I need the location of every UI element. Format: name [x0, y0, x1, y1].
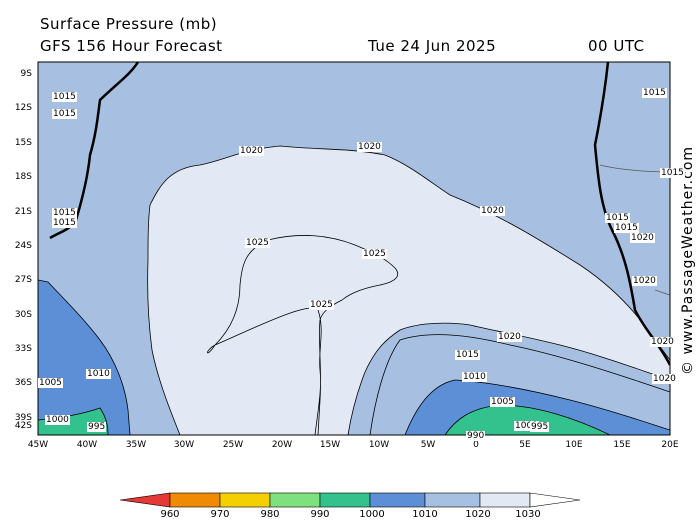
lat-label: 9S — [20, 69, 32, 79]
contour-label: 1000 — [45, 415, 70, 425]
contour-label: 1010 — [462, 372, 487, 382]
colorbar — [119, 492, 581, 508]
contour-label: 995 — [87, 422, 107, 432]
lon-label: 30W — [173, 440, 195, 450]
lat-label: 15S — [14, 138, 32, 148]
contour-label: 1020 — [497, 332, 522, 342]
contour-label: 1020 — [357, 142, 382, 152]
lat-label: 30S — [14, 310, 32, 320]
contour-label: 1020 — [239, 146, 264, 156]
lon-label: 5W — [420, 440, 436, 450]
contour-label: 1025 — [362, 249, 387, 259]
contour-label: 1005 — [490, 397, 515, 407]
lat-label: 39S — [14, 413, 32, 423]
lat-label: 36S — [14, 378, 32, 388]
contour-label: 1020 — [652, 374, 677, 384]
lon-label: 0 — [473, 440, 479, 450]
contour-label: 1025 — [245, 238, 270, 248]
lat-label: 33S — [14, 344, 32, 354]
colorbar-swatch-960 — [119, 492, 171, 508]
colorbar-label: 960 — [160, 509, 180, 520]
lon-label: 5E — [519, 440, 531, 450]
pressure-fill-1000-1010 — [38, 279, 131, 435]
forecast-time: 00 UTC — [588, 37, 645, 55]
map-subtitle: GFS 156 Hour Forecast — [40, 37, 223, 55]
map-title: Surface Pressure (mb) — [40, 15, 218, 33]
lat-label: 27S — [14, 275, 32, 285]
contour-label: 1010 — [86, 369, 111, 379]
lon-label: 20E — [661, 440, 679, 450]
contour-label: 990 — [466, 431, 486, 441]
lon-label: 45W — [27, 440, 49, 450]
colorbar-swatch-970 — [169, 492, 221, 508]
contour-label: 1015 — [614, 223, 639, 233]
lat-label: 18S — [14, 172, 32, 182]
contour-label: 1015 — [455, 350, 480, 360]
lat-label: 42S — [14, 421, 32, 431]
contour-label: 1000 — [514, 421, 539, 431]
lon-label: 20W — [271, 440, 293, 450]
contour-label: 1020 — [650, 337, 675, 347]
lon-label: 15W — [319, 440, 341, 450]
colorbar-label: 1030 — [515, 509, 541, 520]
contour-label: 1015 — [642, 88, 667, 98]
copyright-text: © www.PassageWeather.com — [680, 145, 696, 375]
contour-label: 1025 — [309, 300, 334, 310]
contour-label: 1015 — [52, 109, 77, 119]
colorbar-label: 1000 — [359, 509, 385, 520]
contour-label: 995 — [530, 422, 550, 432]
contour-label: 1005 — [38, 378, 63, 388]
map-area — [38, 62, 670, 435]
contour-label: 1020 — [630, 233, 655, 243]
colorbar-swatch-990 — [269, 492, 321, 508]
contour-label: 1015 — [660, 168, 685, 178]
colorbar-label: 980 — [260, 509, 280, 520]
map-frame — [37, 61, 671, 436]
colorbar-label: 970 — [210, 509, 230, 520]
lat-label: 21S — [14, 207, 32, 217]
contour-label: 1020 — [632, 276, 657, 286]
lon-label: 35W — [125, 440, 147, 450]
forecast-date: Tue 24 Jun 2025 — [368, 37, 497, 55]
colorbar-end-arrow — [529, 492, 581, 508]
colorbar-swatch-980 — [219, 492, 271, 508]
colorbar-swatch-1020 — [424, 492, 481, 508]
lon-label: 15E — [613, 440, 631, 450]
contour-label: 1015 — [605, 213, 630, 223]
colorbar-swatch-1030 — [479, 492, 531, 508]
colorbar-label: 990 — [310, 509, 330, 520]
lon-label: 10E — [565, 440, 583, 450]
colorbar-swatch-1000 — [319, 492, 371, 508]
colorbar-label: 1010 — [412, 509, 438, 520]
contour-label: 1015 — [52, 208, 77, 218]
colorbar-swatch-1010 — [369, 492, 426, 508]
lon-label: 10W — [368, 440, 390, 450]
contour-label: 1015 — [52, 218, 77, 228]
colorbar-label: 1020 — [465, 509, 491, 520]
contour-label: 1015 — [52, 92, 77, 102]
africa-coastline — [593, 62, 670, 366]
lat-label: 24S — [14, 241, 32, 251]
contour-label: 1020 — [480, 206, 505, 216]
lat-label: 12S — [14, 103, 32, 113]
pressure-fill-1020-1030 — [147, 145, 670, 435]
lon-label: 40W — [76, 440, 98, 450]
lon-label: 25W — [222, 440, 244, 450]
